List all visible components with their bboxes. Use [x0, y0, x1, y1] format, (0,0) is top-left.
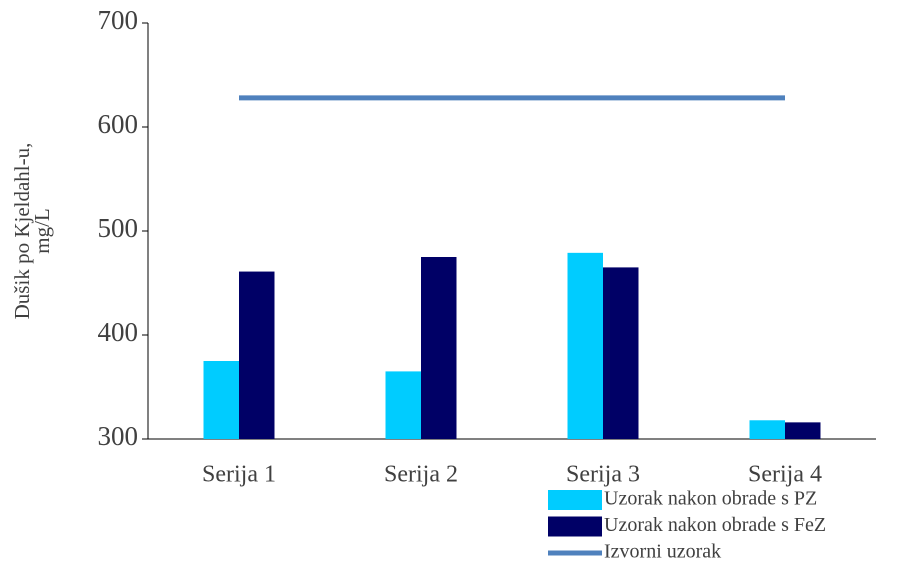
y-tick-label: 600: [98, 109, 139, 139]
bar: [567, 252, 603, 439]
bar: [385, 371, 421, 439]
y-tick-label: 500: [98, 213, 139, 243]
y-axis-label: Dušik po Kjeldahl-u,: [10, 143, 34, 320]
bar: [603, 267, 639, 439]
y-tick-label: 700: [98, 5, 139, 35]
legend-label: Izvorni uzorak: [604, 541, 721, 563]
x-tick-label: Serija 2: [384, 462, 458, 488]
y-axis-label: mg/L: [30, 208, 54, 254]
bar: [421, 257, 457, 439]
bar: [203, 361, 239, 439]
y-tick-label: 300: [98, 421, 139, 451]
x-tick-label: Serija 3: [566, 462, 640, 488]
legend-swatch: [548, 516, 602, 537]
x-tick-label: Serija 4: [748, 462, 822, 488]
bar: [239, 271, 275, 439]
y-tick-label: 400: [98, 317, 139, 347]
x-tick-label: Serija 1: [202, 462, 276, 488]
bar: [785, 422, 821, 439]
legend-label: Uzorak nakon obrade s FeZ: [604, 514, 826, 536]
legend-label: Uzorak nakon obrade s PZ: [604, 488, 817, 510]
legend-swatch: [548, 490, 602, 510]
bar: [749, 420, 785, 439]
